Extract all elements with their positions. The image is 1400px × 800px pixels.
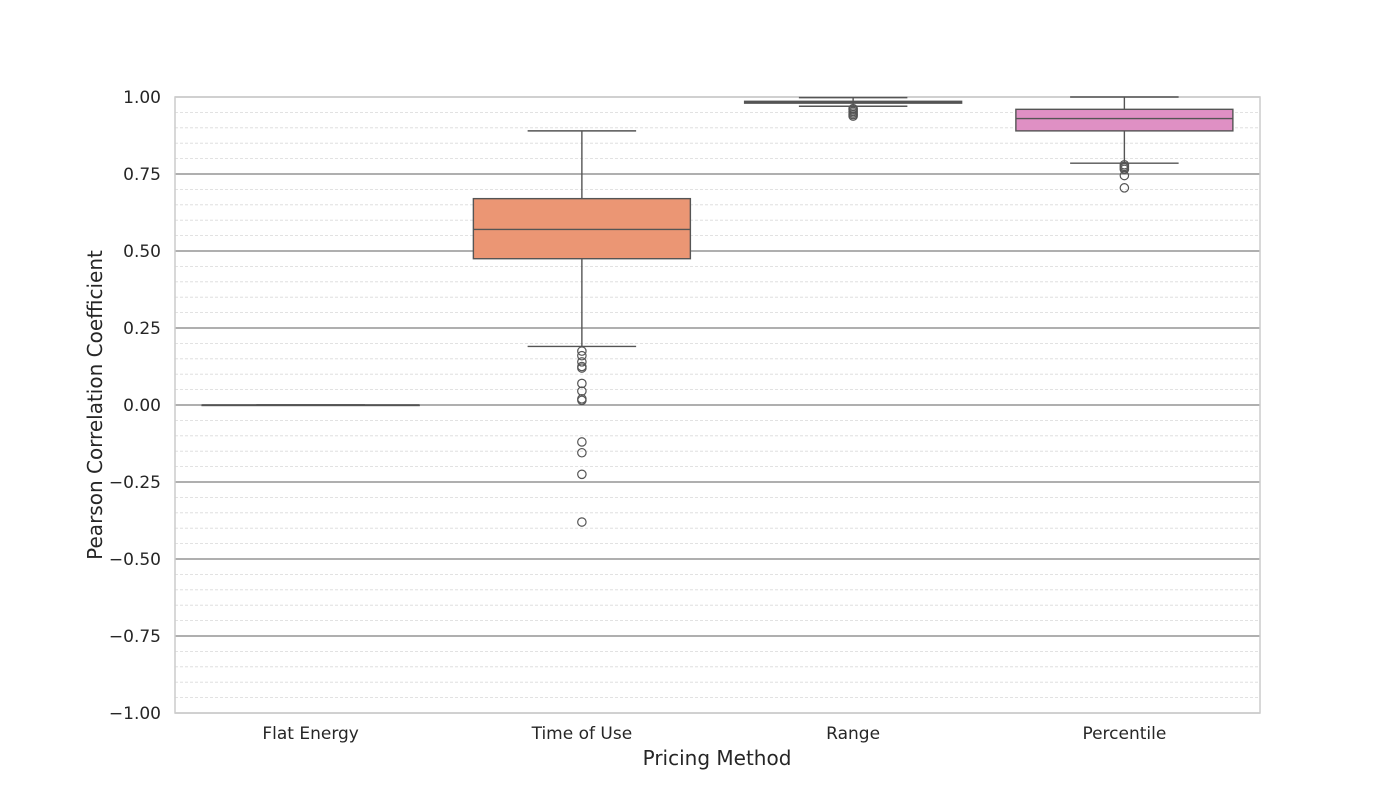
x-tick-label: Flat Energy — [262, 724, 359, 744]
outlier-point — [848, 111, 858, 121]
y-tick-label: 0.50 — [123, 242, 161, 262]
outlier-point — [577, 346, 587, 356]
outlier-point — [1119, 170, 1130, 181]
x-tick-labels: Flat Energy Time of Use Range Percentile — [262, 724, 1166, 744]
x-tick-label: Percentile — [1082, 724, 1166, 744]
box-iqr — [472, 197, 692, 260]
outlier-point — [577, 469, 587, 480]
y-tick-label: 0.25 — [123, 319, 161, 339]
outlier-point — [577, 447, 587, 458]
outlier-point — [1119, 164, 1130, 175]
y-tick-label: 0.00 — [123, 396, 161, 416]
box-time-of-use — [472, 130, 692, 527]
outlier-point — [577, 378, 587, 389]
y-tick-label: 0.75 — [123, 165, 161, 185]
box-percentile — [1015, 96, 1234, 193]
y-tick-label: −0.50 — [109, 550, 161, 570]
x-axis-label: Pricing Method — [643, 746, 792, 770]
box-iqr — [1015, 108, 1234, 132]
x-tick-label: Time of Use — [531, 724, 633, 744]
outlier-point — [1119, 183, 1130, 193]
box-range — [743, 96, 963, 121]
y-tick-label: −1.00 — [109, 704, 161, 724]
x-tick-label: Range — [826, 724, 880, 744]
plot-area-frame — [174, 96, 1261, 714]
outlier-point — [577, 363, 587, 373]
y-tick-label: −0.25 — [109, 473, 161, 493]
major-gridlines — [175, 96, 1260, 714]
box-series — [201, 96, 1234, 527]
box-flat-energy — [201, 404, 420, 407]
outlier-point — [577, 386, 587, 396]
y-tick-labels: −1.00 −0.75 −0.50 −0.25 0.00 0.25 0.50 0.75 1.00 — [109, 88, 161, 724]
y-axis-label: Pearson Correlation Coefficient — [83, 250, 107, 560]
y-tick-label: 1.00 — [123, 88, 161, 108]
outlier-point — [577, 395, 587, 406]
outlier-point — [577, 437, 587, 447]
y-tick-label: −0.75 — [109, 627, 161, 647]
outlier-point — [577, 350, 587, 361]
outlier-point — [577, 517, 587, 527]
outlier-point — [577, 357, 587, 367]
